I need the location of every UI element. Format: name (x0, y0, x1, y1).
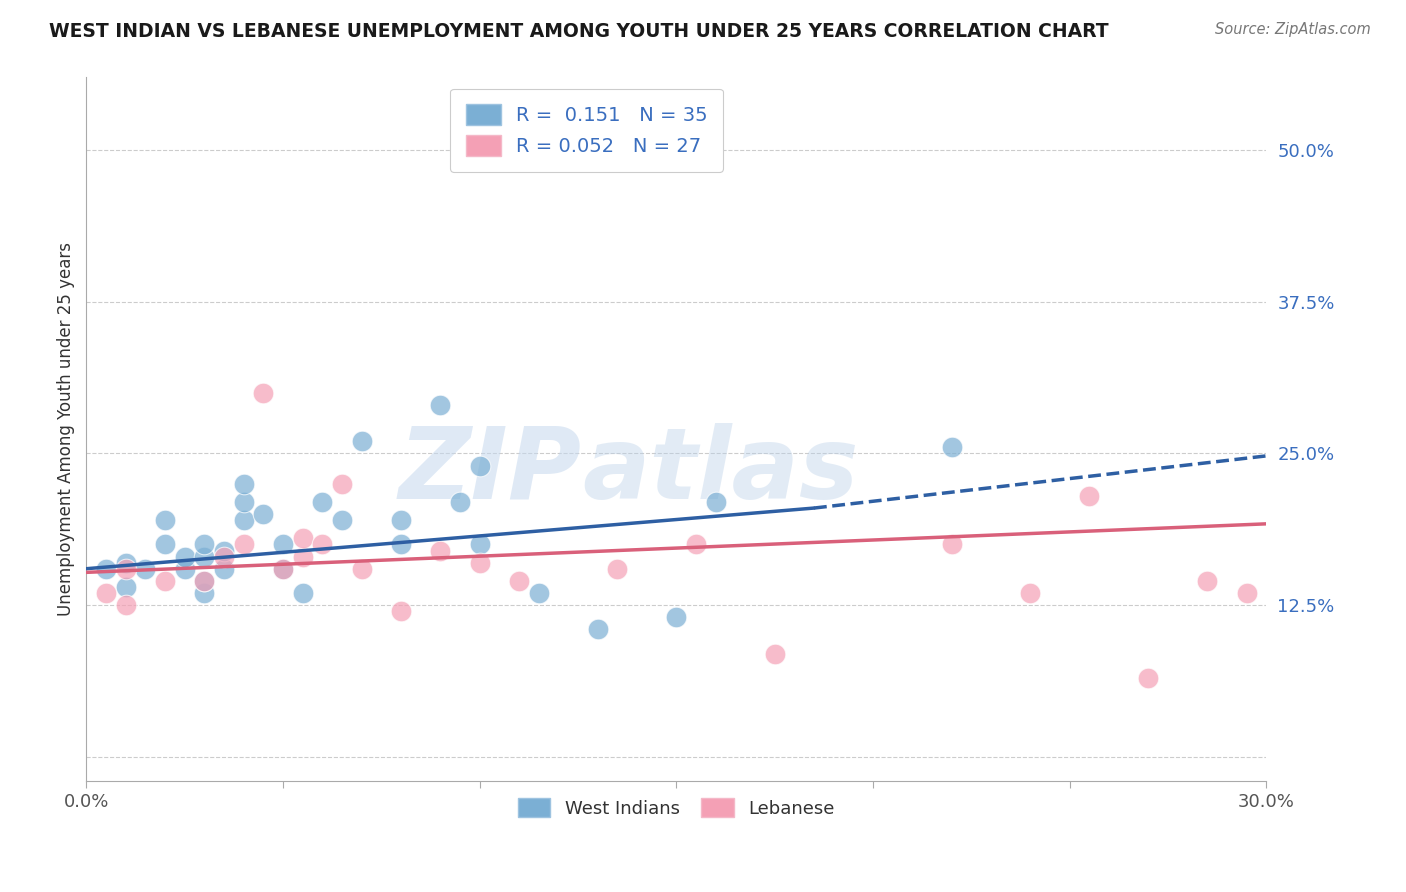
Text: atlas: atlas (582, 423, 859, 520)
Point (94, 586, 117, 600)
Point (311, 495, 333, 509)
Point (291, 549, 314, 564)
Point (94, 562, 117, 576)
Point (212, 562, 235, 576)
Point (1137, 671, 1160, 685)
Point (665, 610, 688, 624)
Y-axis label: Unemployment Among Youth under 25 years: Unemployment Among Youth under 25 years (58, 243, 75, 616)
Point (350, 434, 373, 449)
Point (429, 543, 451, 558)
Point (1078, 489, 1101, 503)
Point (508, 574, 530, 588)
Point (193, 537, 215, 551)
Point (586, 623, 609, 637)
Point (468, 556, 491, 570)
Point (449, 495, 471, 509)
Point (232, 476, 254, 491)
Point (941, 537, 963, 551)
Point (763, 647, 786, 661)
Point (704, 495, 727, 509)
Point (193, 574, 215, 588)
Point (271, 562, 294, 576)
Point (212, 543, 235, 558)
Point (468, 537, 491, 551)
Point (232, 495, 254, 509)
Point (941, 441, 963, 455)
Point (153, 574, 176, 588)
Point (212, 549, 235, 564)
Point (1197, 574, 1219, 588)
Point (291, 532, 314, 546)
Point (271, 537, 294, 551)
Point (173, 562, 195, 576)
Point (193, 586, 215, 600)
Point (173, 549, 195, 564)
Point (1236, 586, 1258, 600)
Legend: West Indians, Lebanese: West Indians, Lebanese (510, 790, 842, 825)
Point (389, 604, 412, 618)
Point (252, 507, 274, 521)
Point (193, 574, 215, 588)
Point (153, 537, 176, 551)
Point (114, 580, 136, 594)
Text: ZIP: ZIP (399, 423, 582, 520)
Point (271, 562, 294, 576)
Point (527, 586, 550, 600)
Point (429, 398, 451, 412)
Point (685, 537, 707, 551)
Text: Source: ZipAtlas.com: Source: ZipAtlas.com (1215, 22, 1371, 37)
Point (389, 537, 412, 551)
Point (134, 562, 156, 576)
Point (232, 513, 254, 527)
Point (330, 476, 353, 491)
Point (330, 513, 353, 527)
Point (1019, 586, 1042, 600)
Text: WEST INDIAN VS LEBANESE UNEMPLOYMENT AMONG YOUTH UNDER 25 YEARS CORRELATION CHAR: WEST INDIAN VS LEBANESE UNEMPLOYMENT AMO… (49, 22, 1109, 41)
Point (468, 458, 491, 473)
Point (389, 513, 412, 527)
Point (232, 537, 254, 551)
Point (291, 586, 314, 600)
Point (114, 598, 136, 612)
Point (252, 385, 274, 400)
Point (606, 562, 628, 576)
Point (153, 513, 176, 527)
Point (350, 562, 373, 576)
Point (114, 556, 136, 570)
Point (114, 562, 136, 576)
Point (193, 549, 215, 564)
Point (311, 537, 333, 551)
